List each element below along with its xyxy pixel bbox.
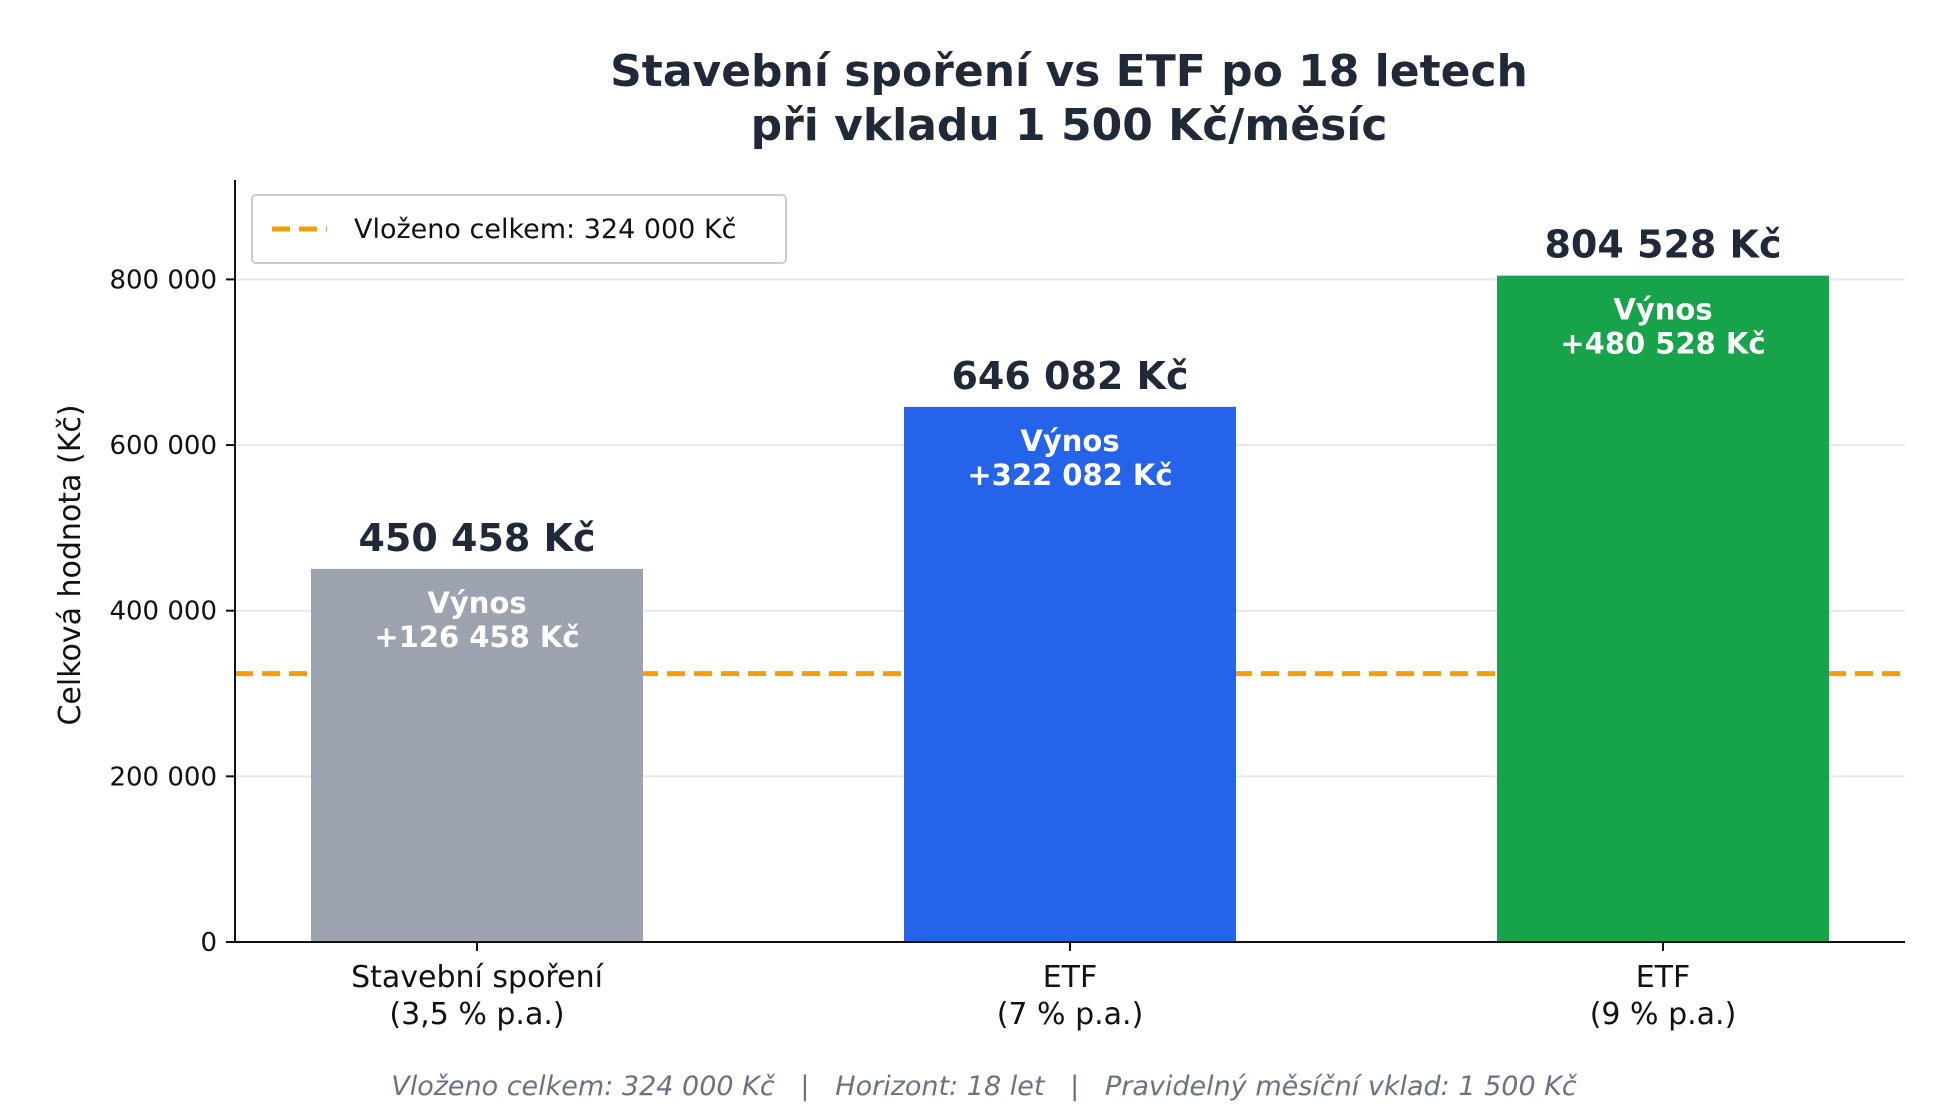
bar-gain-label: +126 458 Kč: [374, 620, 579, 654]
bar-value-label: 450 458 Kč: [358, 516, 595, 560]
y-axis-label: Celková hodnota (Kč): [53, 404, 88, 725]
x-category-label-line2: (3,5 % p.a.): [389, 997, 564, 1032]
chart-title-line2: při vkladu 1 500 Kč/měsíc: [751, 100, 1388, 151]
bar-gain-title: Výnos: [1613, 293, 1712, 327]
footer-note: Vloženo celkem: 324 000 Kč | Horizont: 1…: [391, 1071, 1578, 1102]
y-tick-label: 600 000: [109, 431, 217, 461]
y-tick-label: 200 000: [109, 762, 217, 792]
bar-gain-title: Výnos: [427, 586, 526, 620]
legend: Vloženo celkem: 324 000 Kč: [251, 194, 787, 264]
x-category-label-line2: (7 % p.a.): [997, 997, 1144, 1032]
y-tick-label: 400 000: [109, 597, 217, 627]
bar-value-label: 646 082 Kč: [951, 354, 1188, 398]
bar: [904, 406, 1236, 942]
legend-box: [251, 194, 787, 264]
bar-gain-title: Výnos: [1020, 424, 1119, 458]
bar-value-label: 804 528 Kč: [1544, 223, 1781, 267]
x-category-label-line1: Stavební spoření: [351, 960, 605, 995]
y-tick-label: 800 000: [109, 265, 217, 295]
bar-gain-label: +322 082 Kč: [967, 458, 1172, 492]
x-category-label-line1: ETF: [1636, 960, 1691, 995]
x-category-label-line2: (9 % p.a.): [1590, 997, 1737, 1032]
bar-gain-label: +480 528 Kč: [1560, 327, 1765, 361]
legend-label: Vloženo celkem: 324 000 Kč: [354, 214, 737, 245]
chart-title-line1: Stavební spoření vs ETF po 18 letech: [610, 46, 1528, 97]
axes: 0 200 000 400 000 600 000 800 000 Stavební sp…: [109, 180, 1905, 1032]
y-tick-label: 0: [200, 928, 217, 958]
bar: [1497, 275, 1829, 942]
x-category-label-line1: ETF: [1043, 960, 1098, 995]
bar: [311, 568, 643, 942]
